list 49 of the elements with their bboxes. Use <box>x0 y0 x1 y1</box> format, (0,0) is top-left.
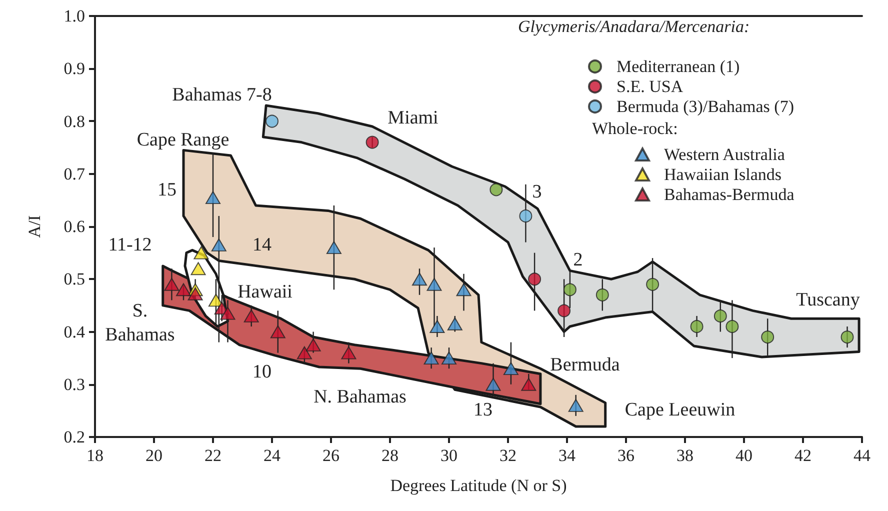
annotation: 10 <box>252 362 272 382</box>
annotation: Miami <box>388 108 438 128</box>
annotation: 15 <box>158 180 176 200</box>
x-tick-label: 24 <box>264 446 281 465</box>
x-tick-label: 36 <box>618 446 634 465</box>
y-tick-label: 0.3 <box>64 374 85 394</box>
annotation: 3 <box>532 182 542 202</box>
x-tick-label: 34 <box>558 446 576 465</box>
annotation: Bahamas 7-8 <box>172 84 272 106</box>
annotation: Tuscany <box>796 290 860 310</box>
annotation: Cape Range <box>136 130 230 150</box>
y-tick-label: 0.8 <box>64 112 85 131</box>
annotation: N. Bahamas <box>314 386 406 408</box>
x-tick-label: 40 <box>736 446 752 465</box>
x-tick-label: 20 <box>146 446 162 465</box>
y-tick-label: 0.6 <box>64 217 85 236</box>
x-tick-label: 30 <box>440 446 458 465</box>
legend-label: S.E. USA <box>616 77 684 96</box>
y-tick-label: 0.9 <box>64 59 85 78</box>
annotation: 14 <box>252 234 272 256</box>
x-tick-label: 28 <box>382 446 398 465</box>
y-tick-label: 0.2 <box>64 428 85 446</box>
x-tick-label: 44 <box>854 446 871 465</box>
annotation: Hawaii <box>238 282 292 302</box>
text: Glycymeris/Anadara/Mercenaria: <box>518 17 750 36</box>
x-tick-label: 38 <box>676 446 694 465</box>
text: Whole-rock: <box>592 119 678 138</box>
y-tick-label: 1.0 <box>64 6 85 26</box>
annotation: Bermuda <box>550 354 620 376</box>
annotation: S. Bahamas <box>105 300 175 346</box>
y-tick-label: 0.5 <box>64 270 85 289</box>
x-tick-label: 32 <box>500 446 516 465</box>
y-tick-label: 0.4 <box>64 322 86 342</box>
legend-label: Mediterranean (1) <box>616 57 740 76</box>
legend-label: Bermuda (3)/Bahamas (7) <box>616 97 794 116</box>
x-axis-title: Degrees Latitude (N or S) <box>390 476 567 495</box>
x-tick-label: 22 <box>204 446 222 465</box>
annotation: 2 <box>573 250 583 270</box>
annotation: Cape Leeuwin <box>624 400 736 420</box>
x-tick-label: 42 <box>794 446 812 465</box>
legend-label: Bahamas-Bermuda <box>664 185 795 204</box>
annotation: 11-12 <box>108 234 152 256</box>
legend-label: Western Australia <box>664 145 786 164</box>
y-tick-label: 0.7 <box>64 164 86 184</box>
annotation: 13 <box>474 400 492 420</box>
x-tick-label: 26 <box>322 446 340 465</box>
y-axis-title: A/I <box>25 214 44 238</box>
x-tick-label: 18 <box>86 446 104 465</box>
legend-label: Hawaiian Islands <box>664 165 782 184</box>
